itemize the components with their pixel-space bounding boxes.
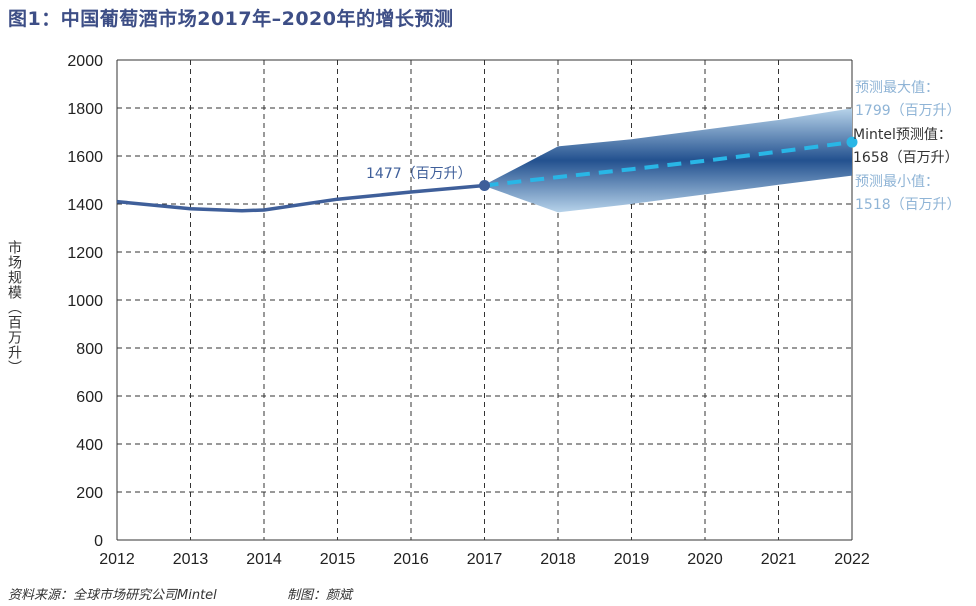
y-tick-label: 800	[76, 341, 103, 358]
x-tick-label: 2020	[687, 551, 723, 568]
source-note: 资料来源：全球市场研究公司Mintel	[8, 588, 217, 603]
annotations: 1477（百万升） 预测最大值： 1799（百万升） Mintel预测值： 1658（百…	[366, 80, 961, 213]
x-tick-label: 2014	[246, 551, 282, 568]
credit-note: 制图：颜斌	[287, 588, 353, 603]
y-tick-label: 1600	[67, 149, 103, 166]
x-tick-label: 2021	[761, 551, 797, 568]
y-tick-label: 1200	[67, 245, 103, 262]
y-tick-label: 1800	[67, 101, 103, 118]
annotation-mid-value: 1658（百万升）	[853, 150, 959, 166]
y-tick-label: 1000	[67, 293, 103, 310]
y-tick-label: 1400	[67, 197, 103, 214]
y-tick-label: 200	[76, 485, 103, 502]
x-tick-label: 2016	[393, 551, 429, 568]
x-tick-label: 2015	[320, 551, 356, 568]
y-axis-label: 市场规模（百万升）	[6, 240, 22, 375]
y-tick-label: 600	[76, 389, 103, 406]
x-tick-label: 2018	[540, 551, 576, 568]
annotation-min-value: 1518（百万升）	[855, 197, 961, 213]
y-tick-label: 0	[94, 533, 103, 550]
forecast-line	[484, 140, 853, 188]
point-2022-forecast	[846, 136, 858, 148]
x-tick-label: 2019	[614, 551, 650, 568]
x-tick-label: 2017	[467, 551, 503, 568]
annotation-max-value: 1799（百万升）	[855, 103, 961, 119]
forecast-band	[484, 108, 852, 213]
annotation-max-label: 预测最大值：	[855, 80, 939, 96]
axis-ticks: 0 200 400 600 800 1000 1200 1400 1600 1800 2000 201…	[67, 53, 869, 568]
x-tick-label: 2012	[99, 551, 135, 568]
y-tick-label: 400	[76, 437, 103, 454]
history-line	[116, 183, 485, 213]
point-2017	[479, 180, 490, 192]
annotation-2017-value: 1477（百万升）	[366, 166, 472, 182]
x-tick-label: 2022	[834, 551, 870, 568]
series-lines	[116, 136, 858, 213]
annotation-min-label: 预测最小值：	[855, 174, 939, 190]
forecast-band-area	[484, 108, 852, 213]
x-tick-label: 2013	[173, 551, 209, 568]
chart-title: 图1：中国葡萄酒市场2017年–2020年的增长预测	[8, 8, 454, 30]
annotation-mid-label: Mintel预测值：	[853, 127, 952, 143]
y-tick-label: 2000	[67, 53, 103, 70]
